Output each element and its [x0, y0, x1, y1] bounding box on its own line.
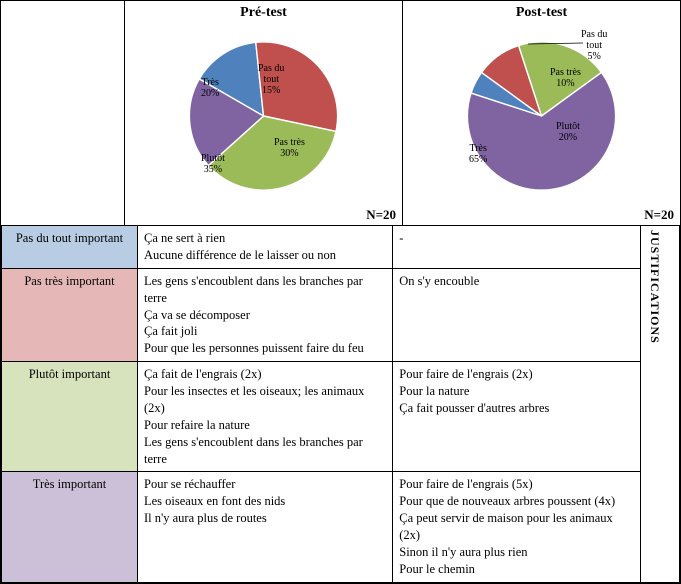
post-justification-cell: On s'y encouble	[393, 268, 641, 361]
pre-justification-cell: Les gens s'encoublent dans les branches …	[138, 268, 393, 361]
pre-test-n-label: N=20	[366, 207, 396, 223]
pie-label-plutot: Plutôt35%	[201, 153, 225, 175]
category-cell-pas_tres: Pas très important	[2, 268, 138, 361]
post-justification-cell: -	[393, 226, 641, 269]
pie-label-tres: Très20%	[201, 77, 219, 99]
table-row: Plutôt importantÇa fait de l'engrais (2x…	[2, 362, 680, 472]
table-row: Pas très importantLes gens s'encoublent …	[2, 268, 680, 361]
pie-label-pas_tres: Pas très30%	[274, 137, 305, 159]
table-body: Pas du tout importantÇa ne sert à rienAu…	[2, 226, 680, 583]
table-row: Très importantPour se réchaufferLes oise…	[2, 472, 680, 582]
pre-justification-cell: Pour se réchaufferLes oiseaux en font de…	[138, 472, 393, 582]
charts-row: Pré-test Pas dutout15% Pas très30% Plutôt3…	[1, 1, 680, 225]
callout-line	[403, 21, 680, 211]
category-cell-plutot: Plutôt important	[2, 362, 138, 472]
pie-svg	[125, 21, 402, 211]
pre-justification-cell: Ça ne sert à rienAucune différence de le…	[138, 226, 393, 269]
category-cell-tres: Très important	[2, 472, 138, 582]
post-test-n-label: N=20	[644, 207, 674, 223]
charts-left-spacer	[1, 1, 124, 225]
table-row: Pas du tout importantÇa ne sert à rienAu…	[2, 226, 680, 269]
pie-label-pas_tres: Pas très10%	[550, 67, 581, 89]
pre-test-title: Pré-test	[125, 1, 402, 21]
pre-test-pie: Pas dutout15% Pas très30% Plutôt35% Très20%	[125, 21, 402, 211]
post-justification-cell: Pour faire de l'engrais (5x)Pour que de …	[393, 472, 641, 582]
category-cell-pas_du_tout: Pas du tout important	[2, 226, 138, 269]
post-test-title: Post-test	[403, 1, 680, 21]
post-justification-cell: Pour faire de l'engrais (2x)Pour la natu…	[393, 362, 641, 472]
figure-container: Pré-test Pas dutout15% Pas très30% Plutôt3…	[0, 0, 681, 584]
pie-label-tres: Très65%	[469, 143, 487, 165]
justifications-table: Pas du tout importantÇa ne sert à rienAu…	[1, 225, 680, 583]
pre-justification-cell: Ça fait de l'engrais (2x)Pour les insect…	[138, 362, 393, 472]
pre-test-chart-cell: Pré-test Pas dutout15% Pas très30% Plutôt3…	[124, 1, 402, 225]
post-test-pie: Pas dutout5%Pas très10%Plutôt20%Très65%	[403, 21, 680, 211]
justifications-side-header-text: JUSTIFICATIONS	[647, 230, 663, 344]
pie-label-pas_du_tout: Pas dutout15%	[258, 63, 284, 96]
justifications-side-header: JUSTIFICATIONS	[641, 226, 680, 583]
post-test-chart-cell: Post-test Pas dutout5%Pas très10%Plutôt2…	[402, 1, 680, 225]
pie-label-plutot: Plutôt20%	[556, 121, 580, 143]
